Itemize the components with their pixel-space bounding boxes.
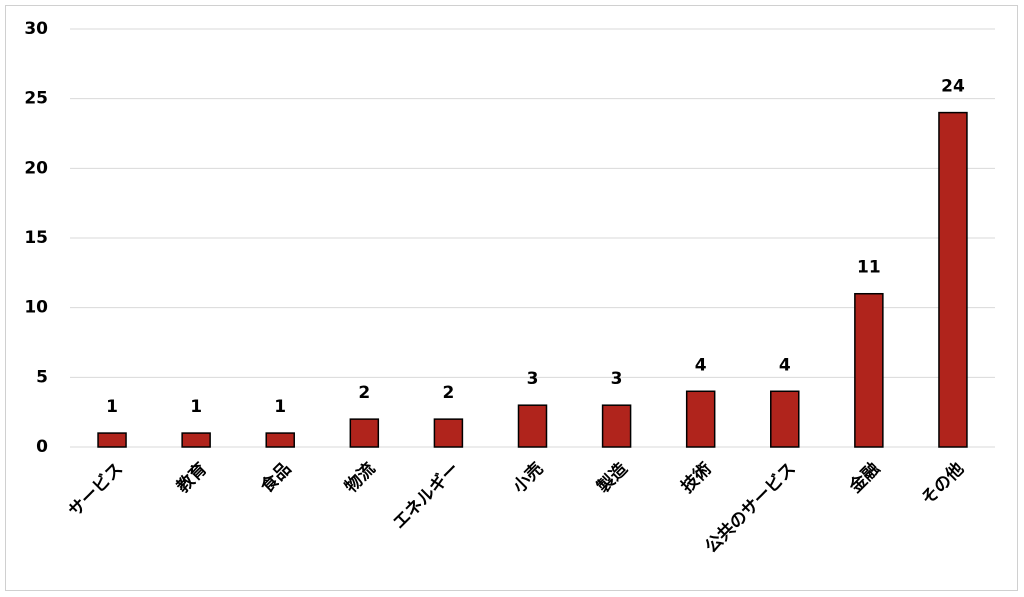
y-tick-label: 10: [24, 298, 48, 318]
bar: [854, 292, 884, 448]
bar: [433, 418, 464, 448]
data-label: 4: [779, 355, 791, 375]
data-label: 24: [941, 77, 965, 97]
bar: [770, 390, 800, 448]
chart-border: [5, 5, 1018, 591]
data-label: 2: [442, 383, 454, 403]
bar: [517, 404, 548, 448]
data-label: 1: [190, 397, 202, 417]
bar: [685, 390, 716, 448]
y-tick-label: 15: [24, 228, 48, 248]
data-label: 11: [857, 258, 881, 278]
bar: [601, 404, 632, 448]
y-tick-label: 5: [36, 367, 48, 387]
y-tick-label: 25: [24, 89, 48, 109]
y-tick-label: 30: [24, 19, 48, 39]
data-label: 1: [274, 397, 286, 417]
y-tick-label: 20: [24, 158, 48, 178]
data-label: 3: [611, 369, 623, 389]
data-label: 2: [358, 383, 370, 403]
data-label: 1: [106, 397, 118, 417]
data-label: 3: [527, 369, 539, 389]
bar: [938, 111, 968, 448]
bar: [349, 418, 380, 448]
bar: [265, 432, 295, 448]
data-label: 4: [695, 355, 707, 375]
bar: [181, 432, 211, 448]
bar: [97, 432, 127, 448]
y-tick-label: 0: [36, 437, 48, 457]
